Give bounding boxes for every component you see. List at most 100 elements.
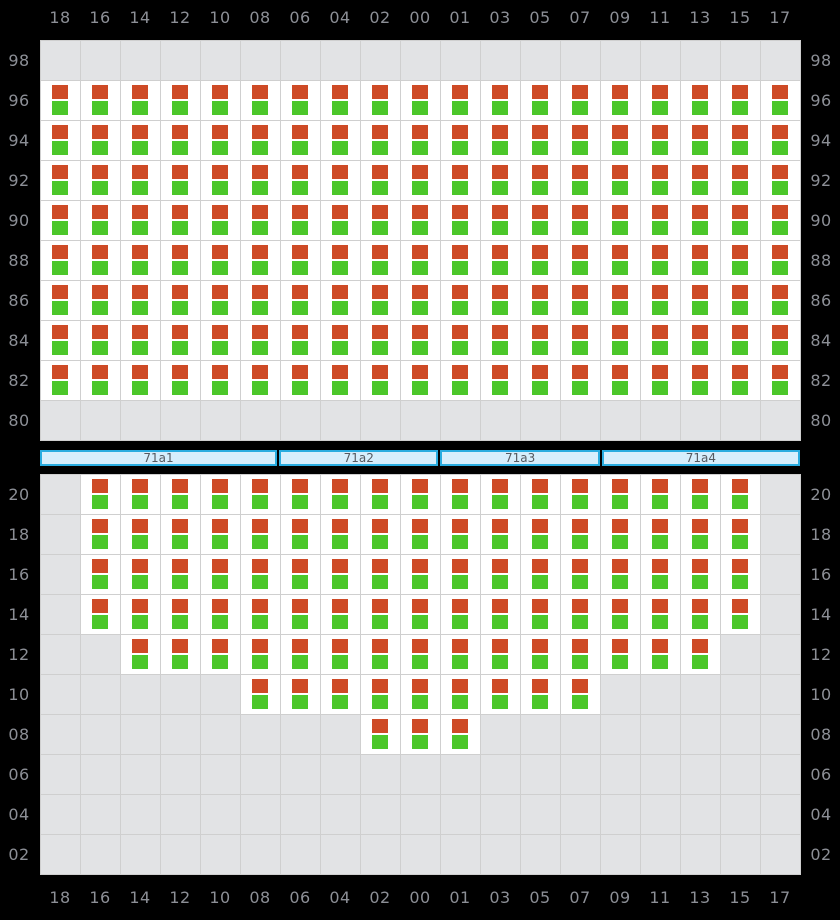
seat-cell[interactable]	[599, 119, 641, 161]
seat-cell[interactable]	[79, 593, 121, 635]
seat-cell[interactable]	[159, 279, 201, 321]
seat-cell[interactable]	[479, 119, 521, 161]
seat-cell[interactable]	[679, 319, 721, 361]
seat-cell[interactable]	[719, 199, 761, 241]
seat-cell[interactable]	[599, 633, 641, 675]
seat-cell[interactable]	[199, 279, 241, 321]
seat-cell[interactable]	[679, 279, 721, 321]
seat-cell[interactable]	[79, 553, 121, 595]
seat-cell[interactable]	[439, 673, 481, 715]
seat-cell[interactable]	[119, 239, 161, 281]
seat-cell[interactable]	[119, 553, 161, 595]
seat-cell[interactable]	[439, 593, 481, 635]
seat-cell[interactable]	[479, 199, 521, 241]
seat-cell[interactable]	[159, 513, 201, 555]
seat-cell[interactable]	[199, 239, 241, 281]
seat-cell[interactable]	[319, 159, 361, 201]
seat-cell[interactable]	[359, 319, 401, 361]
seat-cell[interactable]	[719, 119, 761, 161]
seat-cell[interactable]	[199, 473, 241, 515]
seat-cell[interactable]	[279, 633, 321, 675]
seat-cell[interactable]	[519, 79, 561, 121]
seat-cell[interactable]	[559, 159, 601, 201]
seat-cell[interactable]	[239, 359, 281, 401]
seat-cell[interactable]	[319, 119, 361, 161]
seat-cell[interactable]	[239, 673, 281, 715]
seat-cell[interactable]	[359, 199, 401, 241]
seat-cell[interactable]	[319, 513, 361, 555]
seat-cell[interactable]	[719, 239, 761, 281]
seat-cell[interactable]	[359, 79, 401, 121]
seat-cell[interactable]	[639, 319, 681, 361]
seat-cell[interactable]	[79, 359, 121, 401]
seat-cell[interactable]	[399, 359, 441, 401]
seat-cell[interactable]	[199, 593, 241, 635]
seat-cell[interactable]	[159, 553, 201, 595]
seat-cell[interactable]	[399, 159, 441, 201]
seat-cell[interactable]	[159, 593, 201, 635]
seat-cell[interactable]	[159, 319, 201, 361]
seat-cell[interactable]	[79, 239, 121, 281]
seat-cell[interactable]	[399, 633, 441, 675]
seat-cell[interactable]	[679, 473, 721, 515]
seat-cell[interactable]	[79, 319, 121, 361]
seat-cell[interactable]	[79, 79, 121, 121]
seat-cell[interactable]	[559, 239, 601, 281]
seat-cell[interactable]	[279, 279, 321, 321]
seat-cell[interactable]	[159, 119, 201, 161]
seat-cell[interactable]	[639, 633, 681, 675]
seat-cell[interactable]	[199, 553, 241, 595]
seat-cell[interactable]	[399, 199, 441, 241]
seat-cell[interactable]	[79, 199, 121, 241]
seat-cell[interactable]	[679, 359, 721, 401]
seat-cell[interactable]	[559, 553, 601, 595]
seat-cell[interactable]	[399, 279, 441, 321]
seat-cell[interactable]	[359, 159, 401, 201]
seat-cell[interactable]	[599, 239, 641, 281]
seat-cell[interactable]	[599, 513, 641, 555]
seat-cell[interactable]	[639, 513, 681, 555]
seat-cell[interactable]	[279, 513, 321, 555]
seat-cell[interactable]	[679, 159, 721, 201]
seat-cell[interactable]	[519, 279, 561, 321]
zone-label-71a4[interactable]: 71a4	[601, 450, 800, 466]
seat-cell[interactable]	[319, 633, 361, 675]
seat-cell[interactable]	[719, 593, 761, 635]
seat-cell[interactable]	[319, 199, 361, 241]
seat-cell[interactable]	[239, 119, 281, 161]
seat-cell[interactable]	[599, 279, 641, 321]
seat-cell[interactable]	[39, 79, 81, 121]
seat-cell[interactable]	[439, 513, 481, 555]
seat-cell[interactable]	[719, 359, 761, 401]
seat-cell[interactable]	[159, 159, 201, 201]
seat-cell[interactable]	[239, 553, 281, 595]
seat-cell[interactable]	[79, 513, 121, 555]
seat-cell[interactable]	[439, 473, 481, 515]
seat-cell[interactable]	[599, 199, 641, 241]
seat-cell[interactable]	[359, 279, 401, 321]
seat-cell[interactable]	[359, 713, 401, 755]
seat-cell[interactable]	[599, 79, 641, 121]
seat-cell[interactable]	[159, 473, 201, 515]
seat-cell[interactable]	[239, 319, 281, 361]
seat-cell[interactable]	[199, 633, 241, 675]
seat-cell[interactable]	[199, 159, 241, 201]
seat-cell[interactable]	[119, 633, 161, 675]
zone-label-71a2[interactable]: 71a2	[279, 450, 439, 466]
seat-cell[interactable]	[559, 359, 601, 401]
seat-cell[interactable]	[559, 513, 601, 555]
seat-cell[interactable]	[279, 199, 321, 241]
seat-cell[interactable]	[439, 159, 481, 201]
seat-cell[interactable]	[239, 239, 281, 281]
seat-cell[interactable]	[199, 319, 241, 361]
seat-cell[interactable]	[359, 239, 401, 281]
seat-cell[interactable]	[119, 79, 161, 121]
seat-cell[interactable]	[119, 359, 161, 401]
seat-cell[interactable]	[319, 79, 361, 121]
zone-label-71a1[interactable]: 71a1	[40, 450, 278, 466]
seat-cell[interactable]	[319, 239, 361, 281]
seat-cell[interactable]	[519, 633, 561, 675]
seat-cell[interactable]	[639, 159, 681, 201]
seat-cell[interactable]	[279, 79, 321, 121]
seat-cell[interactable]	[79, 473, 121, 515]
